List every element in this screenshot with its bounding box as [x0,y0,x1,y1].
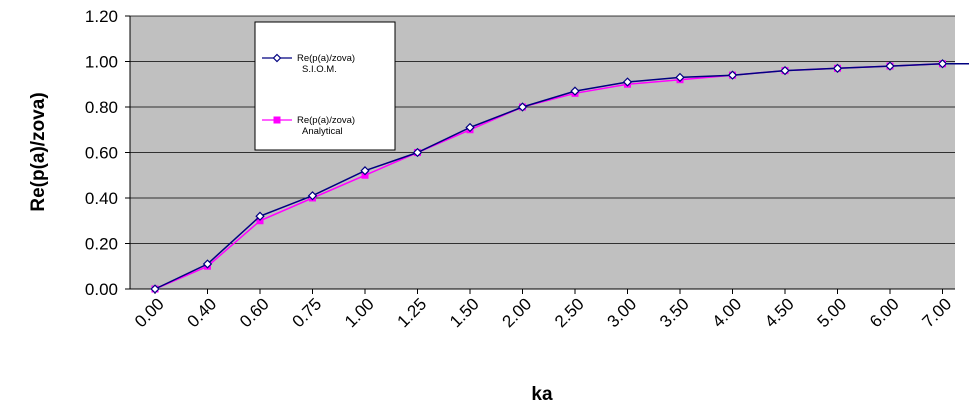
y-tick-labels: 0.00 0.20 0.40 0.60 0.80 1.00 1.20 [85,7,118,299]
legend-box [254,21,396,151]
legend-label-analytical-sub: Analytical [302,126,343,137]
y-axis-title: Re(p(a)/zova) [28,92,49,211]
x-tick-label: 1.50 [446,294,483,331]
x-tick-label: 3.50 [656,294,693,331]
data-point-siom [937,59,948,69]
legend-label-siom: Re(p(a)/zova) [297,53,355,64]
data-point-siom [465,122,475,133]
x-tick-label: 6.00 [866,294,903,331]
x-tick-label: 4.00 [708,294,745,331]
y-tick-label: 0.20 [85,235,118,254]
data-point-siom [150,284,160,294]
legend-marker-analytical [273,116,281,124]
legend-marker-siom [272,53,282,63]
data-point-siom [412,147,423,158]
y-tick-label: 0.00 [85,280,118,299]
x-tick-label: 0.00 [131,294,168,331]
x-tick-label: 2.00 [498,294,535,331]
data-point-siom [202,259,213,269]
data-point-siom [727,70,738,80]
y-tick-label: 0.40 [85,189,118,208]
data-point-siom [780,65,790,76]
data-point-siom [622,77,633,87]
x-tick-label: 2.50 [551,294,588,331]
legend: Re(p(a)/zova) S.I.O.M. Re(p(a)/zova) Ana… [254,21,396,151]
data-point-siom [675,72,685,83]
x-tick-label: 0.60 [236,294,273,331]
y-tick-label: 0.60 [85,144,118,163]
x-tick-label: 4.50 [761,294,798,331]
data-point-siom [517,102,528,112]
axes [125,15,955,294]
data-point-siom [360,166,370,176]
x-tick-label: 1.25 [393,294,430,331]
x-tick-label: 3.00 [603,294,640,331]
legend-label-siom-sub: S.I.O.M. [302,64,337,75]
x-tick-label: 1.00 [341,294,378,331]
y-tick-label: 1.00 [85,53,118,72]
x-axis-title: ka [531,384,553,405]
x-tick-label: 5.00 [813,294,850,331]
y-tick-label: 0.80 [85,98,118,117]
x-tick-label: 0.40 [183,294,220,331]
x-tick-label: 7.00 [918,294,955,331]
data-point-siom [832,63,843,73]
y-tick-label: 1.20 [85,7,118,26]
data-point-siom [885,61,895,71]
data-point-siom [570,86,580,96]
series [150,59,969,294]
data-point-siom [255,211,265,221]
x-tick-label: 0.75 [288,294,325,331]
x-tick-labels: 0.00 0.40 0.60 0.75 1.00 1.25 1.50 2.00 2.50 3.00… [131,294,955,331]
data-point-siom [307,191,318,201]
legend-label-analytical: Re(p(a)/zova) [297,115,355,126]
